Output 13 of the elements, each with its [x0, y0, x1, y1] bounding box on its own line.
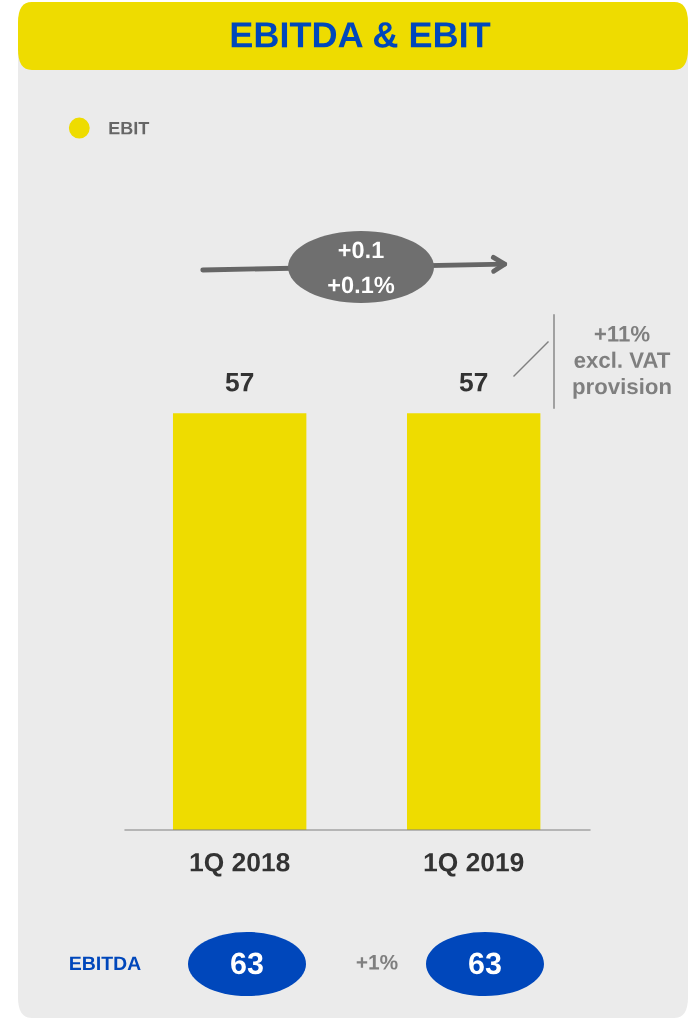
text: +1%	[356, 954, 398, 970]
chart-title: EBITDA & EBIT	[231, 22, 491, 48]
text: 63	[231, 952, 263, 975]
x-tick-label: 1Q 2018	[190, 852, 290, 877]
text: +0.1%	[328, 276, 395, 294]
text: +0.1	[338, 241, 384, 259]
text: +11% excl. VAT provision	[573, 325, 671, 399]
data-label: 57	[459, 373, 488, 392]
text: 63	[469, 952, 501, 975]
legend-label: EBIT	[109, 121, 150, 135]
text: EBITDA	[70, 956, 141, 971]
data-label: 57	[225, 373, 254, 392]
x-tick-label: 1Q 2019	[424, 852, 524, 877]
